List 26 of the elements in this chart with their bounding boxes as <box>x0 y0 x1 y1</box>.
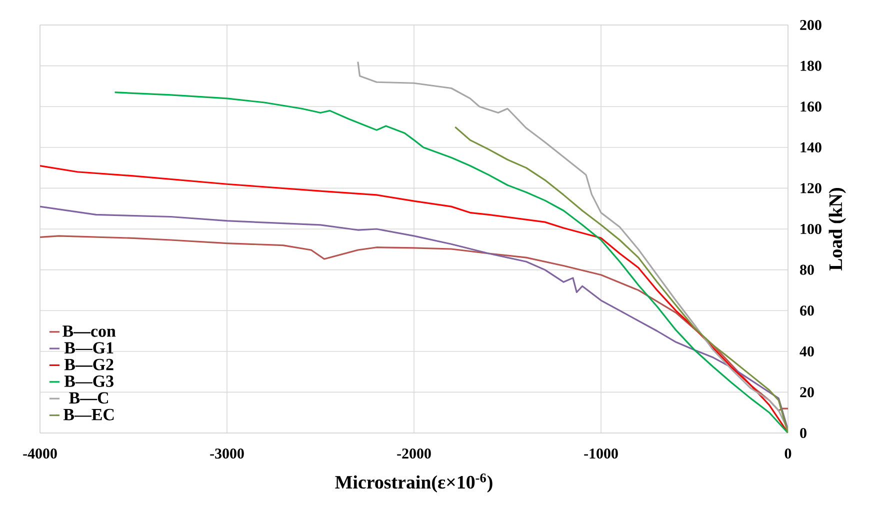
y-tick-label: 0 <box>800 428 806 438</box>
y-tick-label: 200 <box>800 20 822 30</box>
y-tick-label: 20 <box>800 387 814 398</box>
x-tick-label: -3000 <box>210 448 244 459</box>
legend-label: B—con <box>62 326 116 337</box>
legend-label: B—G3 <box>64 376 114 387</box>
legend-label: B—G1 <box>64 342 114 354</box>
legend-label: B—EC <box>63 408 114 420</box>
y-tick-label: 100 <box>800 224 822 234</box>
y-tick-label: 120 <box>800 183 822 194</box>
y-tick-label: 60 <box>800 306 814 316</box>
y-tick-label: 160 <box>800 102 822 112</box>
legend-label: B—C <box>69 392 108 404</box>
x-tick-label: -2000 <box>397 448 431 459</box>
legend-label: B—G2 <box>64 358 114 370</box>
line-series <box>114 92 788 433</box>
x-tick-label: -4000 <box>23 448 57 459</box>
y-tick-label: 80 <box>800 264 814 275</box>
x-axis-title: Microstrain(ε×10$^{-6}$) <box>335 473 492 492</box>
y-tick-label: 180 <box>800 60 822 71</box>
x-tick-label: -1000 <box>584 448 618 459</box>
line-series <box>454 126 788 433</box>
y-tick-label: 40 <box>800 346 814 356</box>
x-tick-label: 0 <box>784 448 792 459</box>
y-tick-label: 140 <box>800 142 822 152</box>
y-axis-title: Load (kN) <box>828 188 846 270</box>
